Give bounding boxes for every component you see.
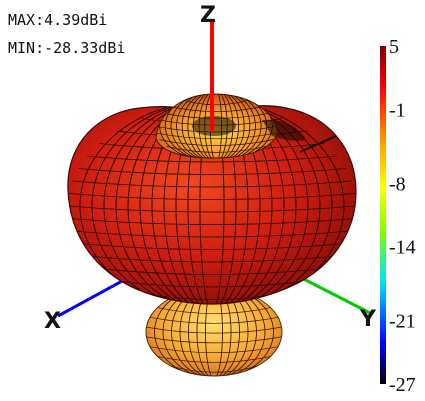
colorbar-tick-label: -14 [389,237,416,259]
y-axis-label: Y [359,307,377,332]
max-gain-readout: MAX:4.39dBi [8,11,108,29]
z-axis-label: Z [200,3,216,28]
colorbar-tick-label: 5 [389,36,399,58]
colorbar-tick-label: -8 [389,173,406,195]
x-axis-label: X [44,309,61,334]
main-lobe [67,105,357,305]
min-gain-readout: MIN:-28.33dBi [8,39,126,57]
colorbar: 5 -1 -8 -14 -21 -27 [380,36,416,396]
colorbar-tick-label: -27 [389,374,416,396]
colorbar-gradient [380,46,386,384]
lower-lobe [145,287,283,377]
colorbar-tick-label: -1 [389,99,406,121]
colorbar-tick-label: -21 [389,311,416,333]
